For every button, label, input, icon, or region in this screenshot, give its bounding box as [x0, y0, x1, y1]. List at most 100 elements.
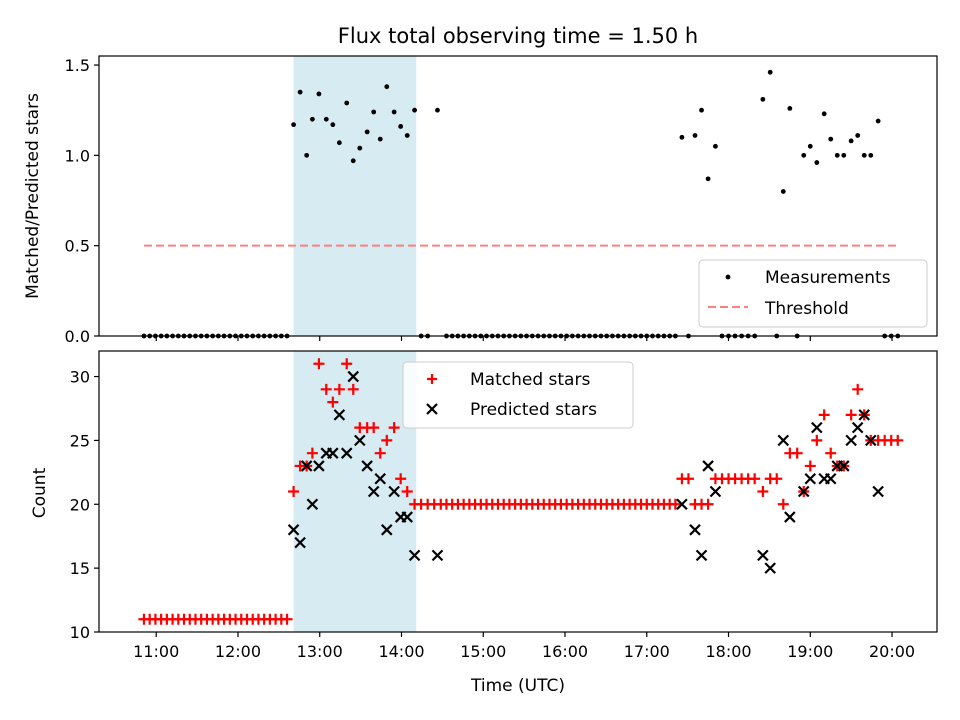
data-point — [288, 486, 300, 497]
data-point — [294, 536, 306, 549]
data-point — [841, 152, 847, 158]
data-point — [702, 498, 714, 510]
y-tick-label: 10 — [70, 623, 90, 642]
data-point — [368, 422, 380, 434]
data-point — [818, 409, 830, 421]
data-point — [340, 447, 353, 459]
y-tick-label: 0.5 — [65, 237, 90, 256]
data-point — [391, 109, 397, 115]
legend: Measurements Threshold — [698, 259, 928, 328]
data-point — [777, 498, 789, 510]
data-point — [838, 460, 850, 472]
y-tick-label: 30 — [70, 368, 90, 387]
bottom-panel: 10 15 20 25 30 11:00 12:00 13:00 14:00 15:00 16:00… — [70, 350, 938, 661]
legend-box — [698, 259, 928, 328]
chart-title: Flux total observing time = 1.50 h — [338, 24, 698, 48]
x-tick-label: 19:00 — [787, 642, 833, 661]
x-tick-label: 11:00 — [133, 642, 179, 661]
x-tick-label: 12:00 — [215, 642, 261, 661]
data-point — [845, 409, 857, 421]
axes-frame — [98, 350, 938, 633]
data-point — [872, 485, 884, 498]
data-point — [858, 409, 871, 421]
data-point — [306, 498, 319, 511]
data-point — [336, 140, 342, 146]
data-point — [801, 152, 807, 158]
bottom-y-axis-label: Count — [30, 467, 50, 518]
data-point — [313, 460, 325, 472]
legend-label-threshold: Threshold — [764, 299, 849, 319]
data-point — [327, 447, 339, 459]
x-axis-label: Time (UTC) — [470, 676, 565, 696]
data-point — [676, 498, 688, 511]
y-tick-label: 25 — [70, 431, 90, 450]
data-point — [764, 562, 776, 574]
data-point — [760, 96, 766, 102]
y-tick-label: 0.0 — [65, 327, 90, 346]
observing-span-shade — [293, 56, 417, 336]
data-point — [341, 358, 353, 370]
data-point — [327, 396, 339, 408]
legend-label-matched: Matched stars — [470, 370, 590, 390]
data-point — [401, 486, 413, 497]
data-point — [845, 434, 857, 447]
axes-frame — [98, 55, 938, 337]
data-point — [787, 105, 793, 111]
legend-label-measurements: Measurements — [765, 268, 891, 288]
series-matched-stars — [138, 358, 904, 625]
data-point — [323, 116, 329, 122]
legend-marker-predicted — [426, 403, 438, 415]
data-point — [875, 118, 881, 124]
x-tick-label: 20:00 — [869, 642, 915, 661]
data-point — [757, 486, 769, 497]
data-point — [367, 485, 380, 498]
data-point — [316, 91, 322, 97]
legend-marker-measurements — [725, 274, 731, 280]
data-point — [350, 158, 356, 164]
data-point — [377, 136, 383, 142]
data-point — [381, 524, 393, 536]
x-tick-label: 17:00 — [624, 642, 670, 661]
y-tick-label: 1.0 — [65, 146, 90, 165]
data-point — [381, 434, 393, 446]
data-point — [431, 549, 444, 562]
x-tick-label: 16:00 — [542, 642, 588, 661]
data-point — [767, 69, 773, 75]
data-point — [361, 460, 373, 472]
data-point — [699, 107, 704, 113]
y-tick-label: 15 — [70, 559, 90, 578]
legend-label-predicted: Predicted stars — [470, 400, 597, 420]
data-point — [401, 511, 413, 523]
y-tick-label: 1.5 — [65, 56, 90, 75]
data-point — [848, 138, 854, 144]
top-y-axis-label: Matched/Predicted stars — [23, 93, 43, 299]
y-tick-label: 20 — [70, 495, 90, 514]
data-point — [304, 152, 310, 158]
data-point — [281, 613, 293, 625]
legend: Matched stars Predicted stars — [402, 361, 634, 429]
data-point — [780, 189, 786, 194]
data-point — [330, 122, 336, 128]
data-point — [313, 358, 325, 370]
data-point — [347, 370, 360, 383]
data-point — [807, 143, 813, 149]
data-point — [291, 122, 296, 128]
data-point — [821, 111, 827, 117]
data-point — [811, 421, 823, 434]
data-point — [892, 434, 904, 446]
data-point — [713, 143, 718, 149]
legend-marker-matched — [427, 374, 437, 384]
data-point — [804, 472, 817, 485]
data-point — [824, 472, 837, 485]
data-point — [865, 434, 877, 447]
x-tick-label: 15:00 — [460, 642, 506, 661]
x-tick-label: 18:00 — [705, 642, 751, 661]
data-point — [395, 473, 407, 485]
data-point — [412, 107, 417, 113]
data-point — [300, 460, 313, 472]
data-point — [357, 145, 363, 151]
data-point — [388, 422, 400, 434]
data-point — [797, 485, 810, 498]
data-point — [692, 133, 698, 138]
